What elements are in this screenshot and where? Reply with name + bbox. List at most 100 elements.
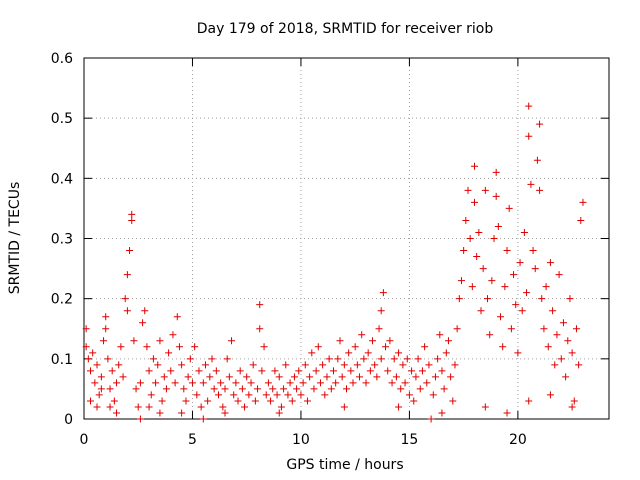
data-point bbox=[225, 373, 233, 381]
data-point bbox=[460, 247, 468, 255]
data-point bbox=[117, 343, 125, 351]
data-point bbox=[175, 343, 183, 351]
data-point bbox=[377, 355, 385, 363]
data-point bbox=[510, 271, 518, 279]
data-point bbox=[93, 361, 101, 369]
y-tick-label: 0.3 bbox=[51, 232, 73, 248]
data-point bbox=[264, 379, 272, 387]
data-point bbox=[145, 367, 153, 375]
data-point bbox=[466, 235, 474, 242]
data-point bbox=[256, 325, 264, 333]
data-point bbox=[256, 301, 264, 309]
data-point bbox=[247, 379, 255, 387]
data-point bbox=[379, 289, 387, 297]
data-point bbox=[503, 409, 511, 417]
data-point bbox=[126, 247, 134, 255]
data-point bbox=[546, 259, 554, 267]
data-point bbox=[470, 162, 478, 170]
data-point bbox=[316, 379, 324, 387]
data-point bbox=[84, 355, 92, 363]
data-point bbox=[188, 379, 196, 387]
axis-ticks: 0 0.1 0.2 0.3 0.4 0.5 0.6 0 5 10 15 20 bbox=[51, 51, 609, 448]
y-tick-label: 0.4 bbox=[51, 171, 73, 187]
data-point bbox=[533, 156, 541, 164]
data-point bbox=[356, 373, 364, 381]
data-point bbox=[490, 235, 498, 242]
x-tick-label: 0 bbox=[80, 432, 89, 448]
data-point bbox=[123, 307, 131, 315]
data-point bbox=[451, 361, 459, 369]
data-point bbox=[254, 385, 262, 393]
data-point bbox=[167, 367, 175, 375]
data-point bbox=[447, 373, 455, 381]
data-point bbox=[132, 385, 140, 393]
data-point bbox=[215, 391, 223, 399]
data-point bbox=[527, 180, 535, 188]
data-point bbox=[219, 403, 227, 411]
data-point bbox=[208, 355, 216, 363]
data-point bbox=[245, 391, 253, 399]
data-point bbox=[191, 343, 199, 351]
data-point bbox=[178, 409, 186, 417]
data-point bbox=[373, 373, 381, 381]
data-point bbox=[321, 391, 329, 399]
data-point bbox=[555, 271, 563, 279]
data-point bbox=[392, 373, 400, 381]
data-point bbox=[481, 186, 489, 194]
data-point bbox=[412, 373, 420, 381]
data-point bbox=[516, 259, 524, 267]
data-point bbox=[113, 409, 121, 417]
data-point bbox=[575, 361, 583, 369]
data-point bbox=[93, 403, 101, 411]
data-point bbox=[529, 247, 537, 255]
data-point bbox=[310, 385, 318, 393]
data-point bbox=[100, 337, 108, 345]
data-point bbox=[384, 367, 392, 375]
data-point bbox=[538, 295, 546, 303]
data-point bbox=[427, 415, 435, 423]
data-point bbox=[546, 391, 554, 399]
y-tick-label: 0.6 bbox=[51, 51, 73, 67]
data-point bbox=[230, 391, 238, 399]
data-point bbox=[210, 385, 218, 393]
data-point bbox=[130, 337, 138, 345]
data-point bbox=[152, 379, 160, 387]
data-point bbox=[228, 337, 236, 345]
data-point bbox=[95, 391, 103, 399]
data-point bbox=[327, 385, 335, 393]
data-point bbox=[87, 367, 95, 375]
data-point bbox=[395, 403, 403, 411]
data-point bbox=[449, 397, 457, 405]
y-axis-label: SRMTID / TECUs bbox=[7, 182, 23, 295]
data-point bbox=[470, 198, 478, 206]
data-point bbox=[236, 367, 244, 375]
data-point bbox=[375, 325, 383, 333]
data-point bbox=[271, 367, 279, 375]
data-point bbox=[160, 373, 168, 381]
y-tick-label: 0 bbox=[64, 412, 73, 428]
data-point bbox=[82, 325, 90, 333]
data-point bbox=[536, 186, 544, 194]
data-point bbox=[477, 307, 485, 315]
data-point bbox=[295, 367, 303, 375]
x-tick-label: 5 bbox=[188, 432, 197, 448]
data-point bbox=[464, 186, 472, 194]
data-point bbox=[388, 379, 396, 387]
data-point bbox=[501, 283, 509, 291]
data-point bbox=[234, 397, 242, 405]
data-point bbox=[366, 367, 374, 375]
data-point bbox=[89, 349, 97, 357]
data-point bbox=[523, 289, 531, 297]
data-point bbox=[562, 373, 570, 381]
data-point bbox=[390, 355, 398, 363]
data-point bbox=[308, 349, 316, 357]
data-point bbox=[284, 391, 292, 399]
data-point bbox=[303, 397, 311, 405]
data-point bbox=[418, 367, 426, 375]
data-point bbox=[442, 349, 450, 357]
data-point bbox=[162, 385, 170, 393]
data-point bbox=[553, 331, 561, 339]
data-point bbox=[423, 379, 431, 387]
data-point bbox=[559, 319, 567, 327]
data-point bbox=[199, 379, 207, 387]
